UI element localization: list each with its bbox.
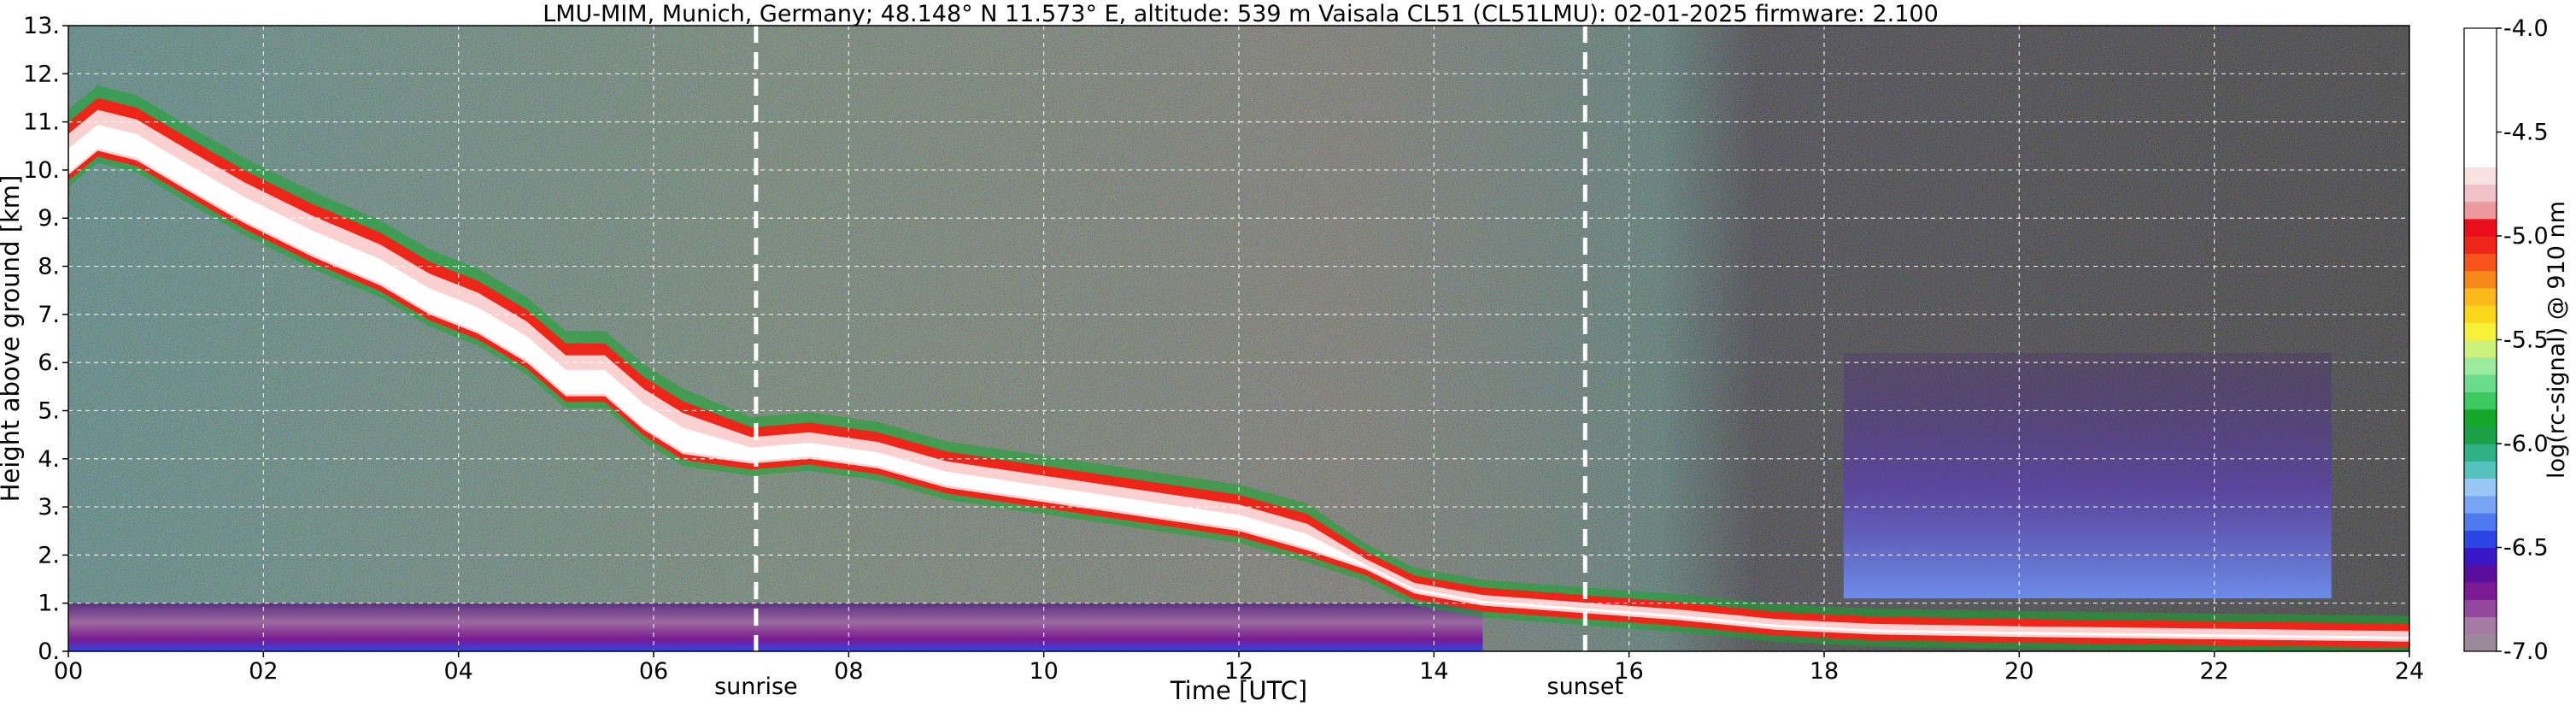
colorbar-segment (2464, 132, 2497, 150)
y-tick-label: 0. (38, 638, 60, 665)
x-tick-label: 00 (54, 658, 83, 685)
colorbar-segment (2464, 79, 2497, 98)
y-axis-label: Height above ground [km] (0, 175, 25, 503)
colorbar-segment (2464, 45, 2497, 64)
colorbar-ticks: -4.0 -4.5 -5.0 -5.5 -6.0 -6.5 -7.0 (2497, 15, 2549, 665)
x-tick-label: 08 (834, 658, 863, 685)
x-tick-label: 16 (1614, 658, 1643, 685)
chart-title: LMU-MIM, Munich, Germany; 48.148° N 11.5… (543, 1, 1939, 27)
y-tick-label: 12. (23, 61, 60, 87)
cloud-layer (68, 85, 2409, 651)
y-tick-label: 11. (23, 109, 60, 136)
colorbar-segment (2464, 28, 2497, 46)
cloud-edge (68, 97, 2409, 648)
y-axis-ticks: 0. 1. 2. 3. 4. 5. 6. 7. 8. 9. 10. 11. 12. 13. (23, 13, 68, 665)
x-tick-label: 14 (1419, 658, 1448, 685)
colorbar-segment (2464, 356, 2497, 375)
annotation-lines: sunrise sunset (714, 26, 1623, 700)
boundary-layer (68, 603, 1483, 651)
y-tick-label: 1. (38, 591, 60, 617)
x-tick-label: 02 (249, 658, 278, 685)
colorbar-segment (2464, 513, 2497, 531)
x-tick-label: 10 (1029, 658, 1058, 685)
colorbar-segment (2464, 167, 2497, 185)
colorbar-segment (2464, 426, 2497, 444)
colorbar-segment (2464, 218, 2497, 237)
y-tick-label: 3. (38, 494, 60, 521)
colorbar-segment (2464, 184, 2497, 203)
y-tick-label: 5. (38, 397, 60, 424)
annotation-label: sunrise (714, 674, 798, 700)
colorbar-segment (2464, 270, 2497, 289)
colorbar-segment (2464, 374, 2497, 392)
y-tick-label: 7. (38, 302, 60, 328)
y-tick-label: 2. (38, 542, 60, 568)
colorbar-segment (2464, 339, 2497, 358)
colorbar-tick-label: -6.5 (2503, 535, 2549, 562)
colorbar-segment (2464, 62, 2497, 81)
y-tick-label: 13. (23, 13, 60, 39)
y-tick-label: 4. (38, 446, 60, 473)
x-tick-label: 06 (639, 658, 668, 685)
colorbar-segment (2464, 582, 2497, 600)
colorbar-segment (2464, 633, 2497, 652)
colorbar-tick-label: -7.0 (2503, 638, 2549, 665)
colorbar-segment (2464, 253, 2497, 272)
x-tick-label: 04 (443, 658, 472, 685)
y-tick-label: 6. (38, 350, 60, 376)
x-axis-ticks: 00 02 04 06 08 10 12 14 16 18 20 22 24 (54, 651, 2424, 685)
x-tick-label: 20 (2004, 658, 2033, 685)
colorbar (2463, 27, 2497, 652)
colorbar-tick-label: -5.5 (2503, 327, 2549, 354)
colorbar-segment (2464, 322, 2497, 341)
colorbar-segment (2464, 409, 2497, 427)
x-tick-label: 18 (1810, 658, 1839, 685)
colorbar-segment (2464, 547, 2497, 566)
colorbar-segment (2464, 97, 2497, 115)
annotation-label: sunset (1547, 674, 1624, 700)
colorbar-segment (2464, 287, 2497, 306)
colorbar-segment (2464, 564, 2497, 583)
colorbar-segment (2464, 616, 2497, 635)
colorbar-segment (2464, 478, 2497, 497)
colorbar-segment (2464, 444, 2497, 462)
colorbar-label: log(rc-signal) @ 910 nm (2544, 201, 2570, 479)
colorbar-segment (2464, 115, 2497, 133)
night-aerosol-layer (1843, 352, 2332, 599)
y-tick-label: 9. (38, 205, 60, 232)
y-tick-label: 8. (38, 254, 60, 280)
colorbar-segment (2464, 599, 2497, 618)
colorbar-segment (2464, 461, 2497, 479)
colorbar-segment (2464, 149, 2497, 168)
colorbar-segment (2464, 530, 2497, 549)
colorbar-tick-label: -4.0 (2503, 15, 2549, 42)
colorbar-tick-label: -5.0 (2503, 223, 2549, 250)
colorbar-segment (2464, 495, 2497, 514)
colorbar-segment (2464, 391, 2497, 410)
x-axis-label: Time [UTC] (1170, 676, 1307, 705)
x-tick-label: 22 (2199, 658, 2228, 685)
colorbar-segment (2464, 236, 2497, 254)
colorbar-segment (2464, 305, 2497, 323)
y-tick-label: 10. (23, 157, 60, 184)
colorbar-tick-label: -4.5 (2503, 120, 2549, 146)
colorbar-segment (2464, 201, 2497, 220)
colorbar-tick-label: -6.0 (2503, 431, 2549, 457)
x-tick-label: 12 (1224, 658, 1253, 685)
x-tick-label: 24 (2395, 658, 2424, 685)
